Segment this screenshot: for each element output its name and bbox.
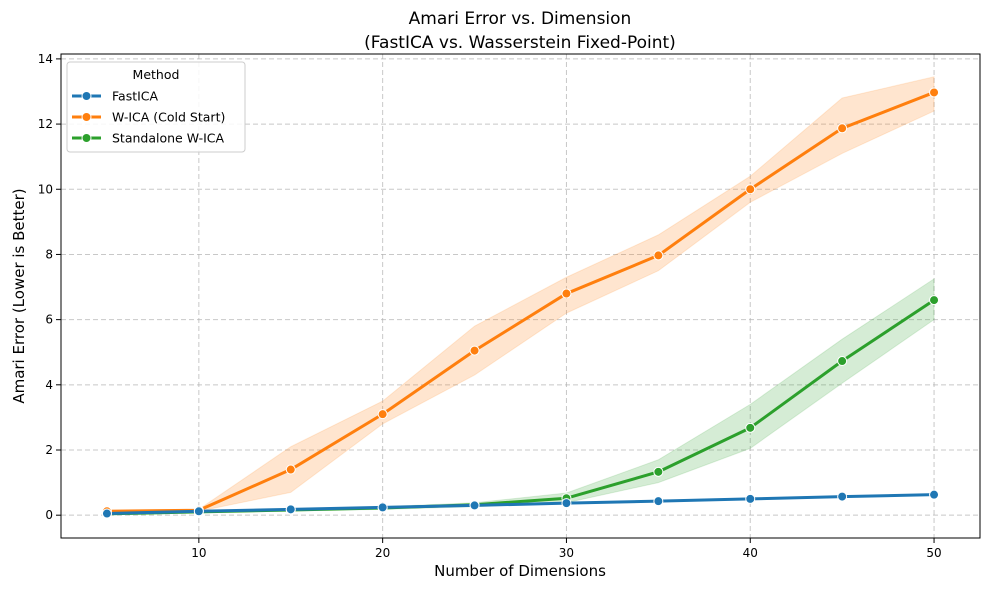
legend-label: Standalone W-ICA [112, 131, 224, 146]
data-point [745, 184, 756, 195]
data-point [929, 489, 940, 500]
data-point [929, 295, 940, 306]
data-point [561, 498, 572, 509]
y-tick-label: 12 [38, 117, 53, 131]
chart-title-line-1: Amari Error vs. Dimension [409, 9, 632, 29]
data-point [101, 508, 112, 519]
legend-item: W-ICA (Cold Start) [72, 110, 225, 125]
legend-item: Standalone W-ICA [72, 131, 224, 146]
series-line-0 [106, 493, 935, 516]
legend-title: Method [133, 67, 180, 82]
confidence-band-1 [106, 76, 935, 514]
data-point [285, 464, 296, 475]
data-point [745, 493, 756, 504]
x-axis-label: Number of Dimensions [434, 562, 606, 580]
data-point [377, 502, 388, 513]
series-line-1 [106, 91, 935, 513]
data-point [561, 288, 572, 299]
x-tick-label: 40 [743, 546, 758, 560]
data-point [285, 504, 296, 515]
x-tick-label: 30 [559, 546, 574, 560]
y-tick-label: 6 [45, 313, 53, 327]
chart-title-line-2: (FastICA vs. Wasserstein Fixed-Point) [364, 33, 676, 53]
data-point [653, 250, 664, 261]
data-point [377, 409, 388, 420]
data-point [193, 506, 204, 517]
y-tick-label: 0 [45, 508, 53, 522]
legend-swatch-marker [81, 91, 92, 101]
y-axis-label: Amari Error (Lower is Better) [10, 188, 28, 403]
legend-swatch-marker [81, 133, 92, 143]
legend-item: FastICA [72, 89, 159, 104]
x-tick-label: 50 [926, 546, 941, 560]
data-point [929, 87, 940, 98]
legend-items: FastICA W-ICA (Cold Start) Standalone W-IC… [72, 89, 225, 146]
data-point [469, 345, 480, 356]
legend: Method FastICA W-ICA (Cold Start) Standalo… [66, 61, 246, 153]
legend-label: W-ICA (Cold Start) [112, 110, 225, 125]
y-tick-label: 2 [45, 443, 53, 457]
data-point [745, 422, 756, 433]
y-tick-label: 4 [45, 378, 53, 392]
series-points [101, 87, 940, 519]
data-point [653, 496, 664, 507]
data-point [837, 356, 848, 367]
legend-swatch-marker [81, 112, 92, 122]
y-tick-label: 14 [38, 52, 53, 66]
legend-frame [66, 61, 246, 153]
data-point [837, 123, 848, 134]
series-lines [106, 91, 935, 516]
axis-ticks: 10 20 30 40 50 0 2 4 6 8 10 12 14 [38, 52, 942, 560]
data-point [837, 491, 848, 502]
y-tick-label: 10 [38, 182, 53, 196]
y-tick-label: 8 [45, 247, 53, 261]
data-point [469, 500, 480, 511]
x-tick-label: 20 [375, 546, 390, 560]
data-point [653, 466, 664, 477]
legend-label: FastICA [112, 89, 159, 104]
x-tick-label: 10 [191, 546, 206, 560]
plot-frame [60, 53, 981, 539]
